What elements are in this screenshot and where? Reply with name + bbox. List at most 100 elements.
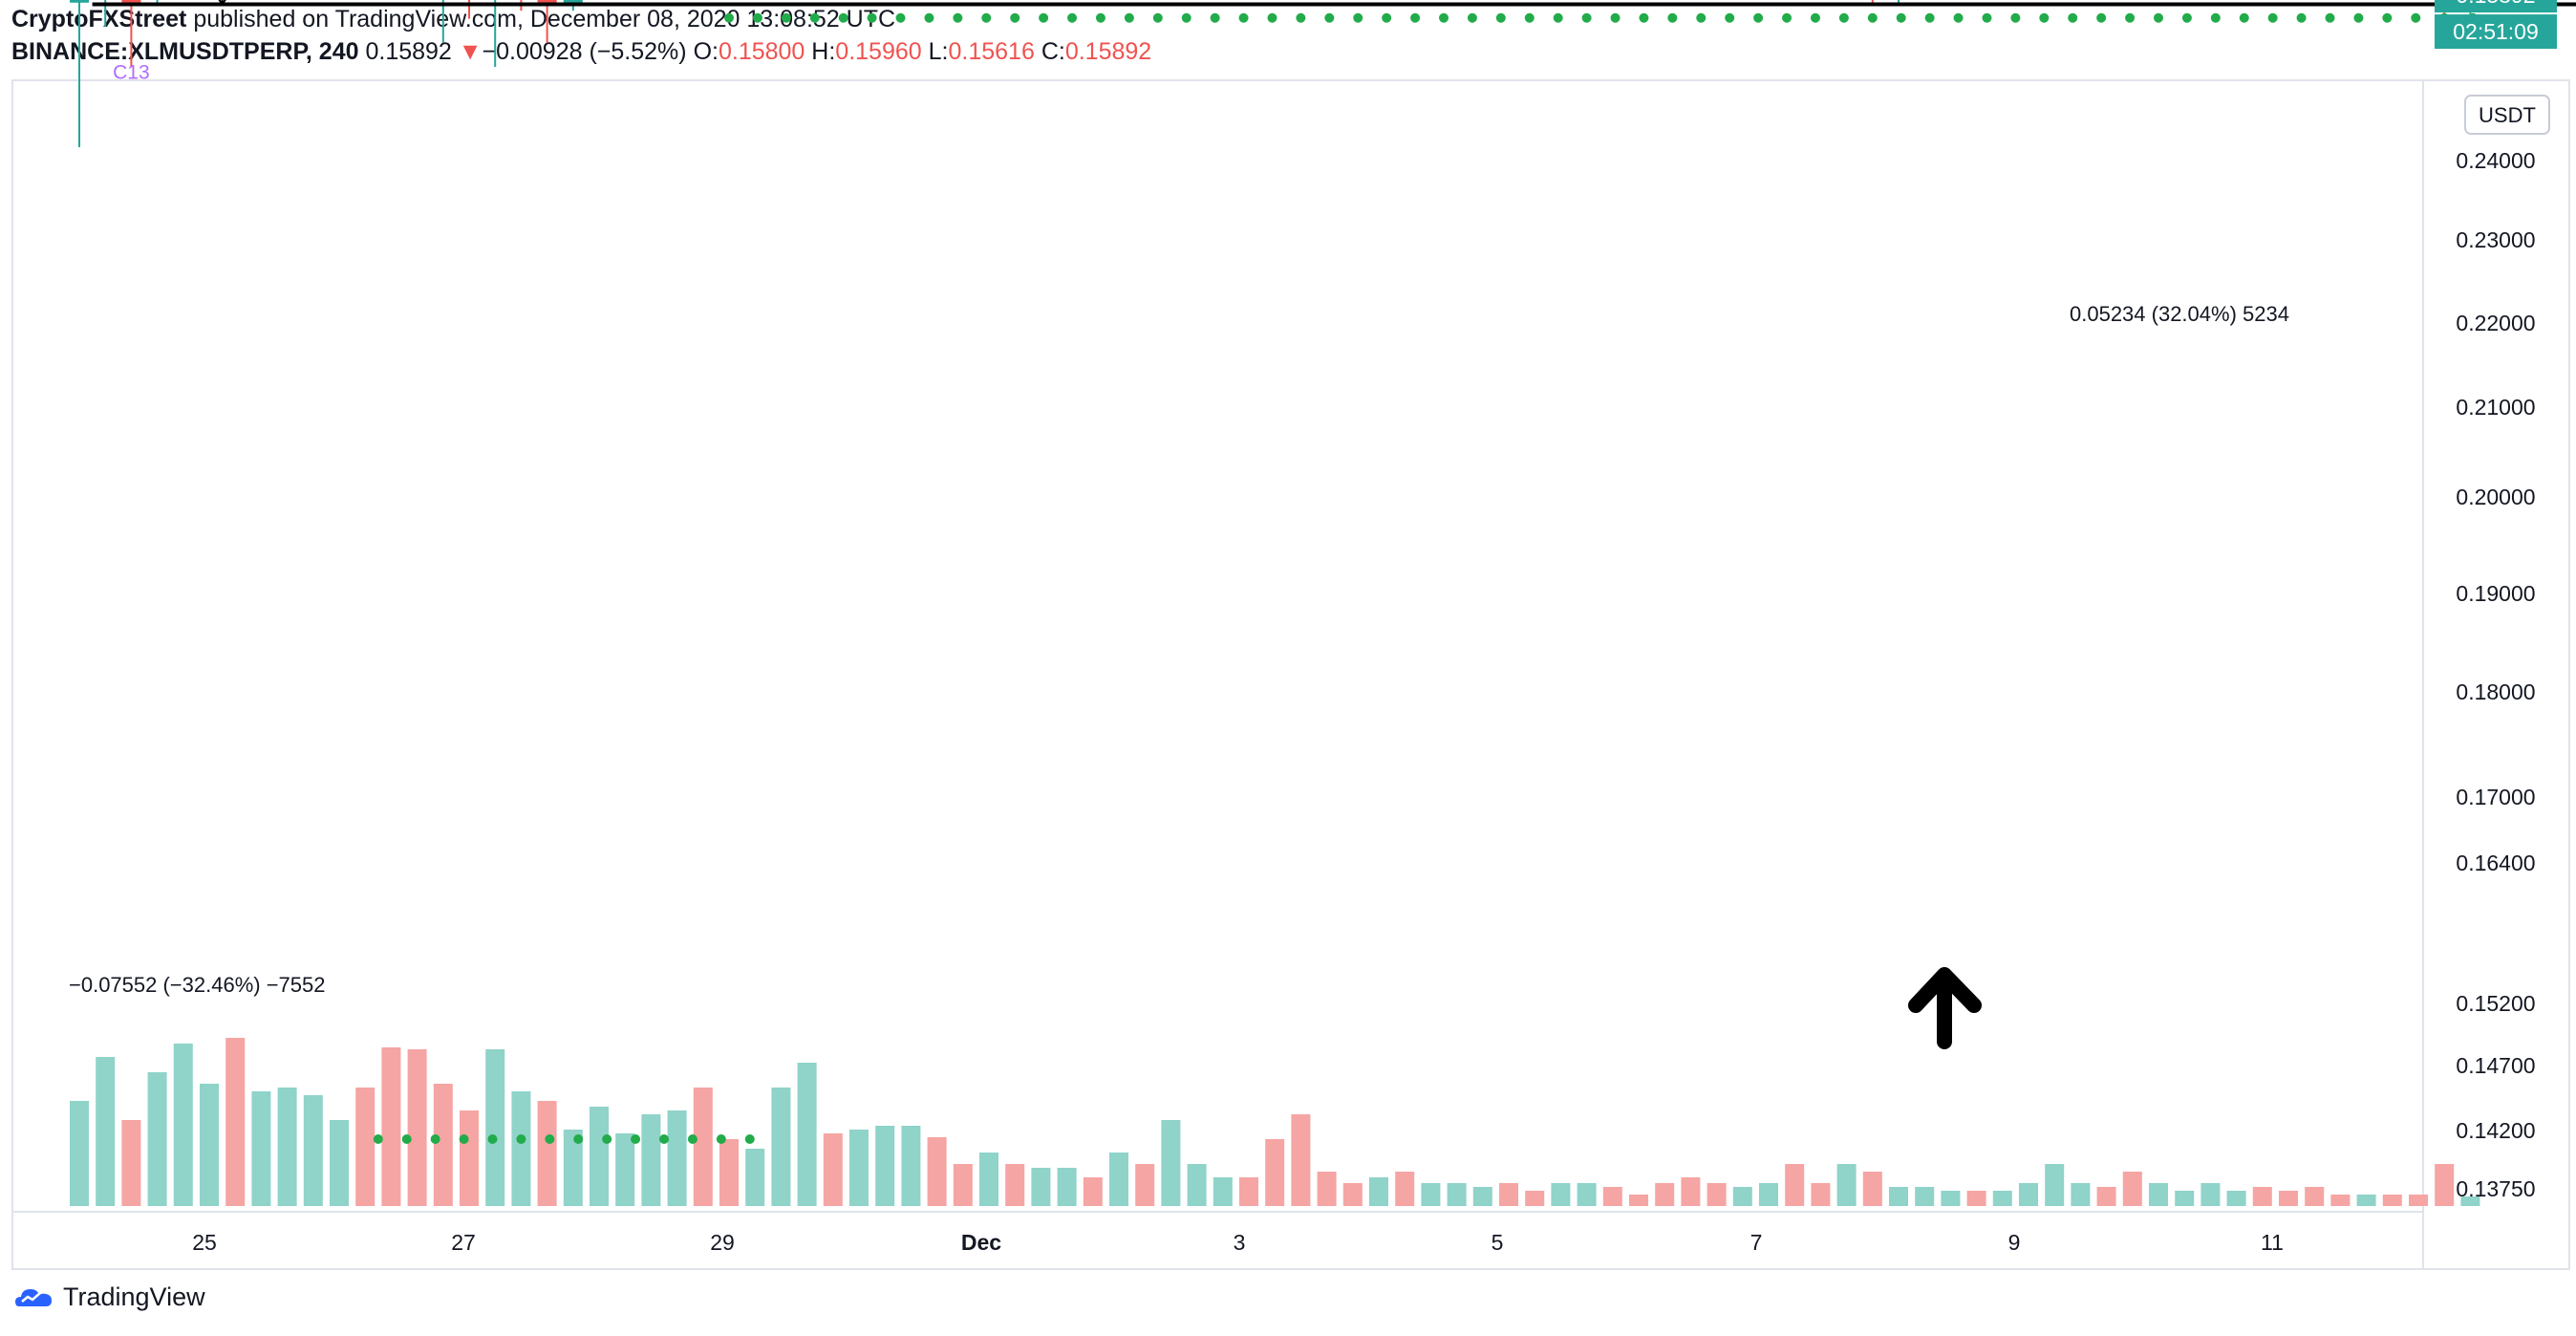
ohlc-low-value: 0.15616 xyxy=(948,38,1035,65)
support-dot xyxy=(1152,12,1163,23)
volume-bar xyxy=(2252,1187,2272,1206)
time-axis[interactable]: 25 27 29 Dec 3 5 7 9 11 xyxy=(192,1230,2284,1255)
measure-down-label: −0.07552 (−32.46%) −7552 xyxy=(69,973,326,997)
volume-bar xyxy=(2019,1183,2038,1206)
price-tick-label: 0.18000 xyxy=(2456,679,2535,704)
price-tick-label: 0.24000 xyxy=(2456,148,2535,173)
td-tick: I xyxy=(129,51,133,67)
volume-bar xyxy=(693,1088,713,1206)
support-dot xyxy=(1667,12,1678,23)
volume-bar xyxy=(823,1133,843,1206)
support-dot xyxy=(2125,12,2136,23)
volume-dot xyxy=(716,1134,726,1144)
change-down-icon: ▼ xyxy=(458,38,483,65)
support-dot xyxy=(1181,12,1191,23)
support-dot xyxy=(2296,12,2307,23)
support-dot xyxy=(1467,12,1477,23)
tradingview-footer[interactable]: TradingView xyxy=(13,1282,205,1312)
support-dot xyxy=(1696,12,1707,23)
support-dot xyxy=(2210,12,2221,23)
price-tick-label: 0.15200 xyxy=(2456,991,2535,1016)
support-dot xyxy=(1867,12,1878,23)
price-tick-label: 0.19000 xyxy=(2456,581,2535,606)
support-dot xyxy=(1896,12,1906,23)
volume-bar xyxy=(953,1164,973,1206)
header-line-2: BINANCE:XLMUSDTPERP, 240 0.15892 ▼−0.009… xyxy=(11,38,1151,66)
support-dot xyxy=(781,12,791,23)
volume-bar xyxy=(1265,1139,1285,1206)
support-dot xyxy=(2353,12,2364,23)
support-dot xyxy=(1124,12,1134,23)
support-dot xyxy=(867,12,877,23)
time-tick-label: 5 xyxy=(1492,1230,1504,1255)
volume-bar xyxy=(1992,1191,2012,1206)
td-label: C13 xyxy=(113,62,150,84)
volume-bar xyxy=(2279,1191,2298,1206)
volume-bar xyxy=(1655,1183,1675,1206)
volume-bar xyxy=(901,1126,921,1206)
volume-bar xyxy=(381,1047,401,1206)
support-dot xyxy=(2154,12,2163,23)
volume-bar xyxy=(277,1088,297,1206)
volume-dot xyxy=(401,1134,412,1144)
volume-bar xyxy=(1031,1168,1051,1206)
price-axis[interactable]: USDT 0.24000 0.23000 0.22000 0.21000 0.20000… xyxy=(2435,0,2557,1201)
support-dot xyxy=(1410,12,1421,23)
volume-dot xyxy=(516,1134,526,1144)
support-dot xyxy=(981,12,992,23)
volume-bar xyxy=(745,1149,765,1206)
tradingview-logo-icon xyxy=(15,1288,52,1306)
symbol-label[interactable]: BINANCE:XLMUSDTPERP, 240 xyxy=(11,38,359,65)
ohlc-close-value: 0.15892 xyxy=(1064,38,1152,65)
support-dot xyxy=(838,12,848,23)
measure-up-label: 0.05234 (32.04%) 5234 xyxy=(2070,302,2289,326)
volume-bar xyxy=(1499,1183,1518,1206)
support-dot xyxy=(1238,12,1249,23)
support-dot xyxy=(2411,12,2421,23)
time-tick-label: 9 xyxy=(2008,1230,2021,1255)
volume-bar xyxy=(1213,1177,1233,1206)
ohlc-low-label: L: xyxy=(928,38,949,65)
support-dot xyxy=(1095,12,1106,23)
volume-dot xyxy=(744,1134,755,1144)
support-dot xyxy=(752,12,762,23)
volume-bar xyxy=(1785,1164,1805,1206)
volume-bar xyxy=(460,1110,479,1206)
support-dot xyxy=(1439,12,1449,23)
volume-bar xyxy=(615,1133,635,1206)
volume-bar xyxy=(2122,1172,2142,1206)
volume-bar xyxy=(927,1137,947,1206)
countdown-box xyxy=(2435,14,2557,50)
volume-dot xyxy=(373,1134,383,1144)
last-price: 0.15892 xyxy=(365,38,452,65)
volume-dot xyxy=(687,1134,698,1144)
volume-bar xyxy=(511,1091,531,1206)
volume-bar xyxy=(1941,1191,1961,1206)
volume-bar xyxy=(771,1088,791,1206)
currency-label: USDT xyxy=(2479,103,2536,127)
support-dot xyxy=(1524,12,1535,23)
volume-bar xyxy=(849,1130,869,1206)
volume-bar xyxy=(1447,1183,1467,1206)
support-dot xyxy=(2325,12,2335,23)
support-dot xyxy=(1782,12,1792,23)
currency-button[interactable] xyxy=(2464,95,2550,135)
volume-bar xyxy=(1577,1183,1597,1206)
volume-bar xyxy=(147,1072,167,1206)
support-dot xyxy=(953,12,963,23)
support-dot xyxy=(1639,12,1649,23)
volume-bar xyxy=(1369,1177,1388,1206)
ohlc-high-value: 0.15960 xyxy=(835,38,922,65)
support-dot xyxy=(1324,12,1335,23)
publisher-name[interactable]: CryptoFXStreet xyxy=(11,6,187,32)
volume-bar xyxy=(225,1038,246,1206)
time-tick-label: 27 xyxy=(451,1230,476,1255)
published-info: published on TradingView.com, December 0… xyxy=(193,6,896,32)
price-tick-label: 0.14700 xyxy=(2456,1053,2535,1078)
volume-bar xyxy=(2071,1183,2091,1206)
big-up-arrow-icon xyxy=(1908,967,1982,1049)
support-dot xyxy=(1581,12,1592,23)
volume-bar xyxy=(1707,1183,1727,1206)
volume-bar xyxy=(407,1049,427,1206)
